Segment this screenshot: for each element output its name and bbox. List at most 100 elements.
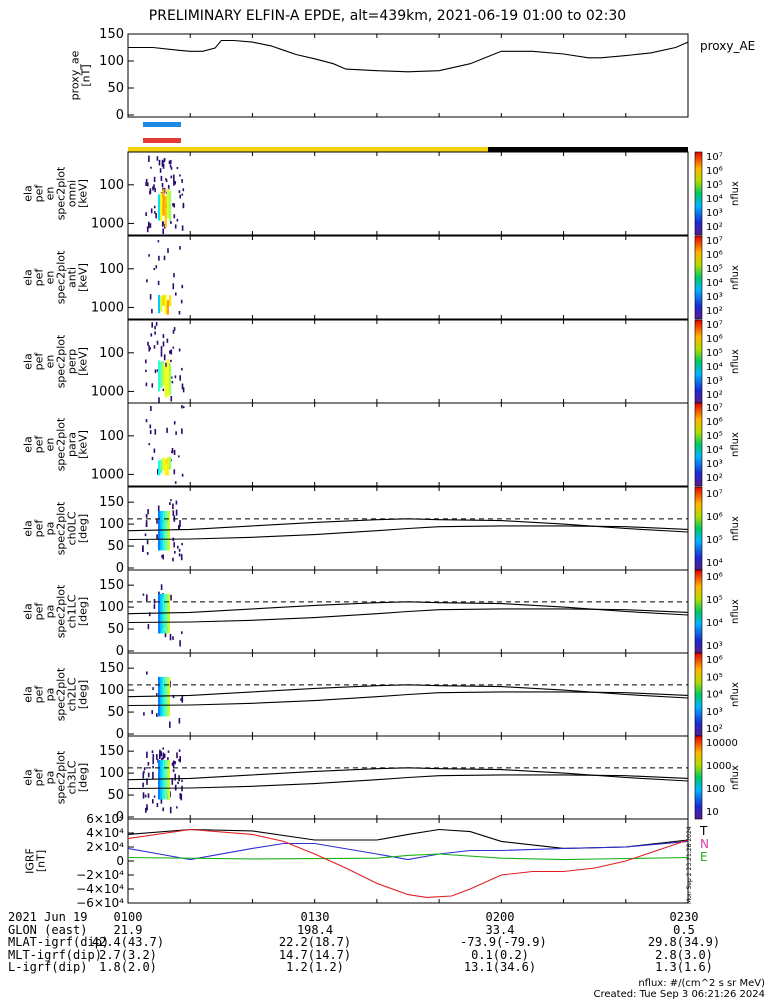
spectrogram-cell (161, 221, 164, 227)
energy-panel-frame (127, 151, 689, 236)
spectrogram-cell (160, 676, 163, 717)
y-tick-label: 2×10⁴ (86, 840, 124, 854)
axis-label-line: pef (33, 685, 46, 704)
spectrogram-cell (169, 295, 172, 307)
colorbar-tick-label: 10⁴ (706, 558, 723, 569)
spectrogram-cell (142, 545, 144, 552)
axis-label-line: [keV] (77, 179, 90, 208)
axis-label-line: ela (22, 769, 35, 786)
colorbar-tick-label: 10⁶ (706, 166, 723, 177)
spectrogram-cell (169, 164, 172, 168)
spectrogram-cell (153, 448, 156, 453)
spectrogram-cell (147, 624, 150, 630)
spectrogram-cell (150, 166, 152, 169)
colorbar-tick-label: 10⁵ (706, 672, 723, 683)
loss-cone-line (127, 518, 689, 533)
spectrogram-cell (179, 640, 181, 647)
axis-label-line: [nT] (80, 64, 93, 86)
y-tick-label: 50 (107, 788, 124, 803)
axis-label-line: [deg] (77, 763, 90, 792)
colorbar-tick-label: 100 (706, 784, 725, 795)
spectrogram-cell (170, 376, 173, 379)
spectrogram-cell (162, 163, 165, 169)
footer-row-label: MLT-igrf(dip) (8, 947, 102, 962)
colorbar-label: nflux (730, 682, 741, 707)
spectrogram-cell (154, 325, 156, 330)
colorbar-tick-label: 10² (706, 390, 723, 401)
spectrogram-cell (181, 193, 184, 196)
spectrogram-cell (160, 759, 163, 800)
spectrogram-cell (179, 375, 181, 381)
footer-cell: 198.4 (296, 922, 334, 937)
spectrogram-cell (173, 180, 175, 186)
spectrogram-cell (178, 311, 181, 315)
spectrogram-cell (160, 361, 163, 388)
spectrogram-cell (160, 584, 163, 590)
y-tick-label: 100 (99, 54, 124, 69)
proxy-ae-legend: proxy_AE (700, 39, 755, 53)
colorbar-label: nflux (730, 765, 741, 790)
spectrogram-cell (148, 345, 150, 350)
spectrogram-cell (156, 156, 159, 161)
y-tick-label: 100 (99, 262, 124, 277)
spectrogram-cell (153, 176, 156, 182)
spectrogram-cell (162, 457, 165, 471)
spectrogram-cell (158, 676, 161, 717)
colorbar-tick-label: 10⁷ (706, 152, 723, 163)
spectrogram-cell (148, 612, 151, 617)
spectrogram-cell (153, 184, 155, 189)
plot-title: PRELIMINARY ELFIN-A EPDE, alt=439km, 202… (148, 8, 627, 24)
spectrogram-cell (157, 505, 160, 512)
spectrogram-cell (152, 799, 154, 804)
spectrogram-cell (145, 382, 148, 387)
spectrogram-cell (167, 248, 169, 253)
spectrogram-cell (144, 794, 147, 798)
colorbar-tick-label: 10⁶ (706, 417, 723, 428)
spectrogram-cell (156, 713, 158, 717)
axis-label-line: ela (22, 686, 35, 703)
spectrogram-cell (143, 767, 146, 771)
axis-label-line: [nT] (35, 850, 48, 872)
colorbar-tick-label: 1000 (706, 761, 731, 772)
spectrogram-cell (172, 761, 175, 768)
spectrogram-cell (146, 671, 148, 675)
colorbar-tick-label: 10⁶ (706, 655, 723, 666)
spectrogram-cell (160, 351, 163, 357)
footer-row-label: L-igrf(dip) (8, 960, 88, 974)
axis-label-line: pef (33, 602, 46, 621)
spectrogram-cell (158, 255, 160, 261)
spectrogram-cell (167, 757, 169, 763)
spectrogram-cell (146, 226, 149, 233)
spectrogram-cell (174, 375, 177, 379)
axis-label-line: ch2LC (66, 677, 79, 711)
proxy-ae-ylabel: proxy_ae[nT] (69, 50, 93, 100)
spectrogram-cell (182, 406, 185, 409)
spectrogram-cell (151, 710, 153, 714)
spectrogram-cell (162, 759, 166, 800)
colorbar-tick-label: 10⁴ (706, 278, 723, 289)
spectrogram-cell (173, 469, 176, 475)
spectrogram-cell (160, 593, 163, 634)
spectrogram-cell (152, 758, 154, 765)
colorbar-label: nflux (730, 599, 741, 624)
spectrogram-cell (162, 341, 165, 347)
spectrogram-cell (156, 693, 158, 697)
spectrogram-cell (148, 159, 150, 162)
spectrogram-cell (147, 182, 149, 187)
spectrogram-cell (148, 221, 150, 227)
spectrogram-cell (160, 459, 163, 474)
spectrogram-cell (174, 761, 176, 765)
footer-cell: 2.8(3.0) (655, 947, 713, 962)
spectrogram-cell (171, 381, 174, 384)
spectrogram-cell (158, 194, 161, 221)
y-tick-label: 100 (99, 766, 124, 781)
spectrogram-cell (178, 348, 181, 352)
spectrogram-cell (145, 359, 147, 364)
spectrogram-cell (167, 759, 170, 800)
colorbar-tick-label: 10⁶ (706, 334, 723, 345)
spectrogram-cell (153, 205, 156, 209)
spectrogram-cell (170, 499, 172, 502)
spectrogram-cell (162, 294, 165, 306)
axis-label-line: pef (33, 268, 46, 287)
footer-row-label: MLAT-igrf(dip) (8, 935, 110, 949)
